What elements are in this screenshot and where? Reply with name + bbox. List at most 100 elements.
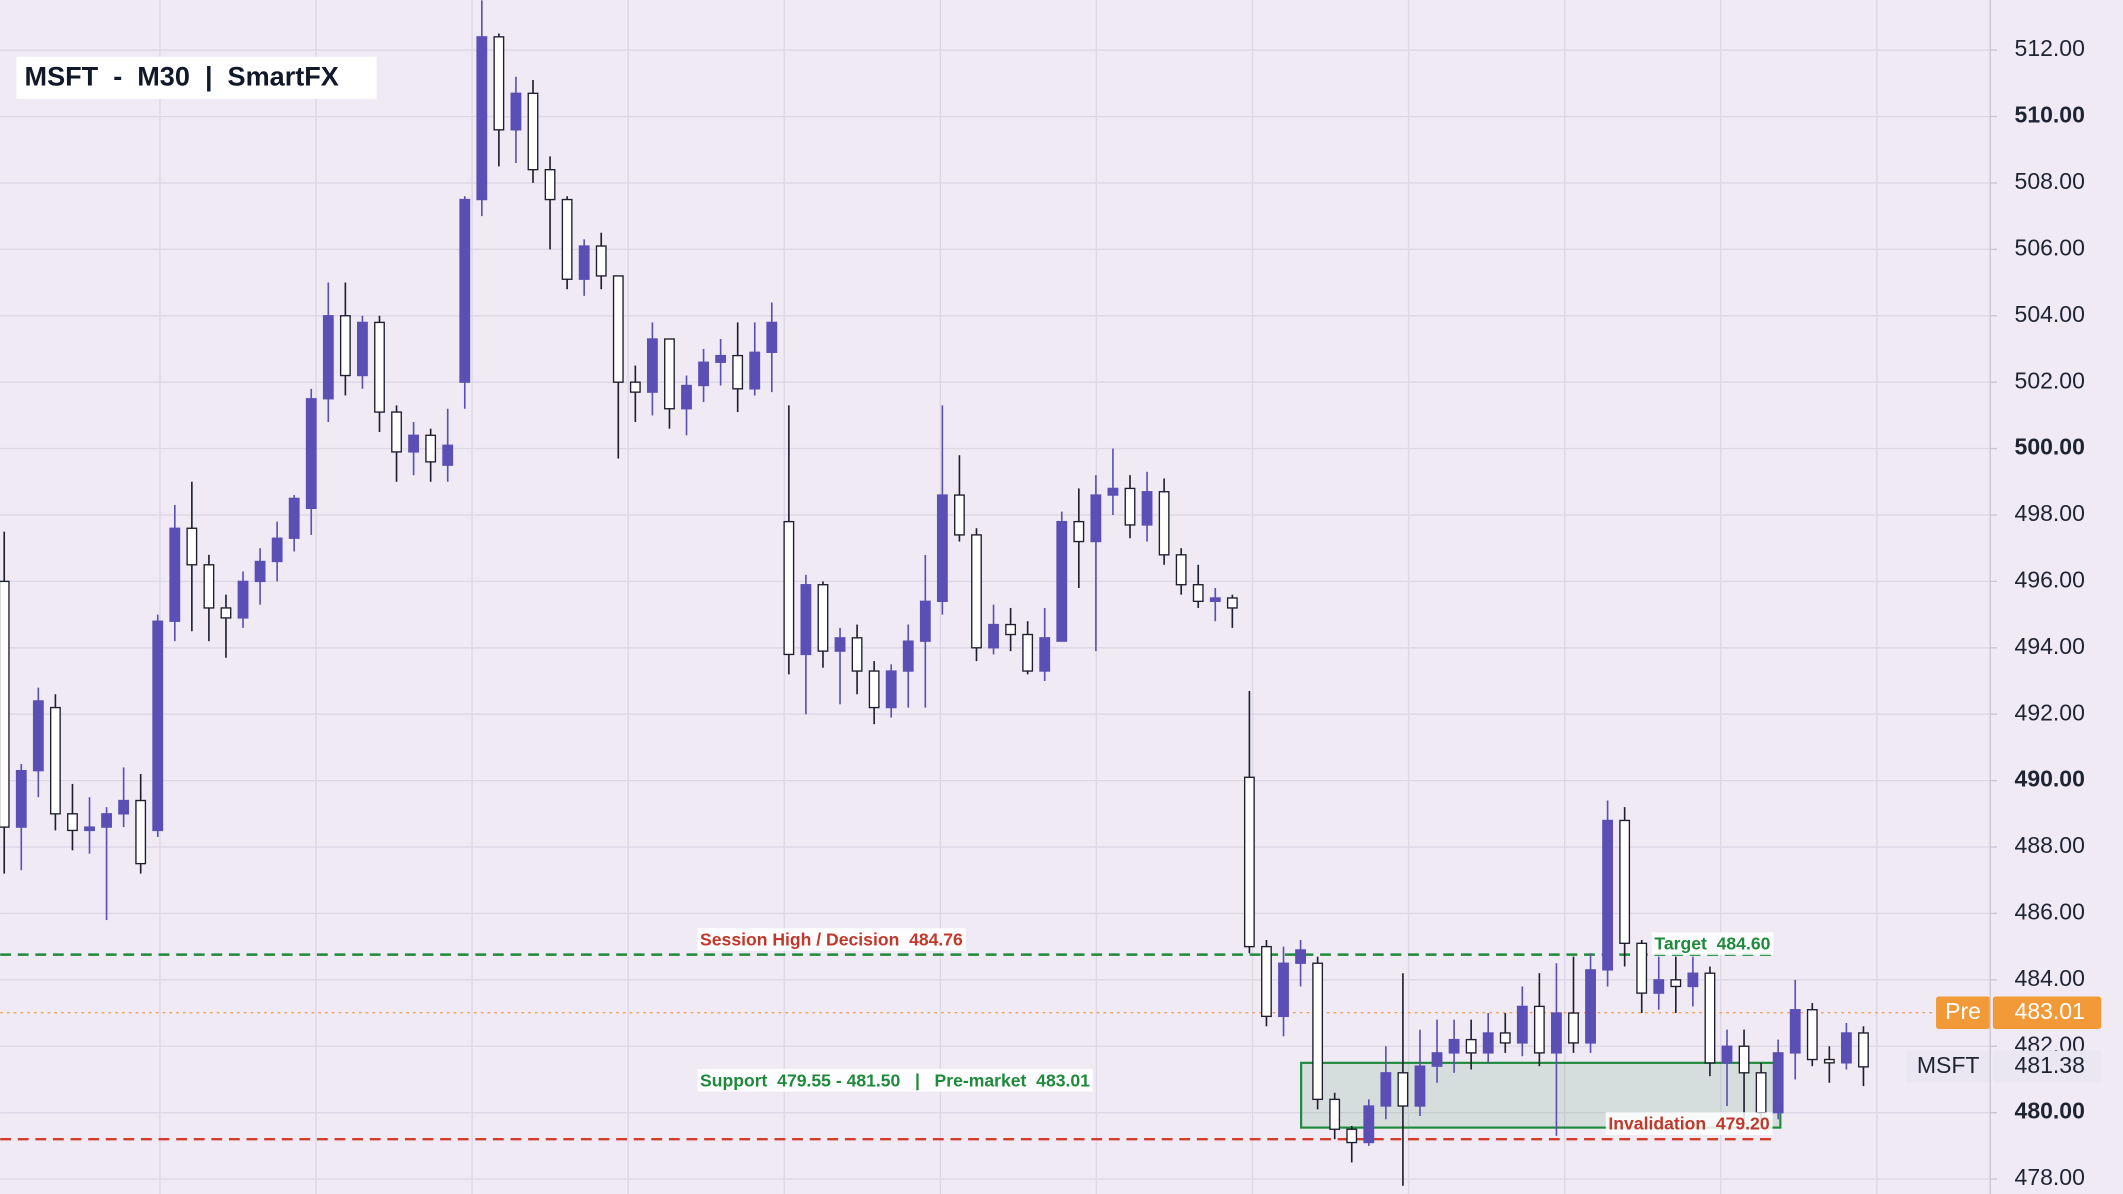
candle-body [1721, 1045, 1733, 1064]
candle-body [629, 381, 641, 393]
candle-body [681, 384, 692, 410]
annotation-background [697, 928, 966, 951]
annotation-background [1651, 932, 1774, 955]
y-tick-label: 506.00 [2015, 234, 2085, 260]
candle-body [1840, 1032, 1852, 1064]
candle-body [1431, 1052, 1443, 1067]
annotation: Invalidation 479.20 [1608, 1114, 1769, 1134]
candle-body [0, 580, 10, 828]
annotation-background [1605, 1112, 1773, 1135]
candle-body [783, 520, 795, 656]
chart-title: MSFT - M30 | SmartFX [25, 61, 339, 92]
candle-body [186, 527, 198, 566]
candle-body [1687, 972, 1699, 988]
candle-body [954, 494, 965, 536]
candle-body [1772, 1052, 1784, 1114]
candle-body [1670, 979, 1682, 988]
candle-body [1175, 554, 1187, 586]
candle-body [1107, 487, 1119, 496]
candle-body [408, 434, 420, 453]
overlay: Session High / Decision 484.76 Target 484… [697, 928, 2102, 1135]
candle-body [15, 769, 27, 828]
price-badge-name: Pre [1945, 998, 1981, 1024]
y-tick-label: 510.00 [2015, 102, 2085, 128]
candle-body [203, 564, 215, 609]
candle-body [1278, 962, 1289, 1018]
y-tick-label: 478.00 [2015, 1164, 2085, 1190]
y-tick-label: 480.00 [2015, 1098, 2085, 1124]
candle-body [1363, 1105, 1375, 1144]
candle-body [1192, 584, 1204, 602]
candle-body [698, 361, 709, 387]
candle-body [1755, 1072, 1767, 1114]
candle-body [1226, 597, 1238, 609]
candle-body [527, 92, 539, 171]
candle-body [101, 813, 112, 828]
candle-body [1858, 1032, 1869, 1068]
candle-body [1602, 819, 1614, 971]
candle-body [1516, 1005, 1528, 1044]
candle-body [220, 607, 232, 619]
candle-body [1414, 1065, 1426, 1107]
candle-body [1022, 633, 1034, 672]
candle-body [561, 198, 573, 280]
candle-body [817, 584, 829, 652]
candle-body [1056, 520, 1068, 642]
price-badge-name: MSFT [1917, 1052, 1980, 1078]
candle-body [1653, 979, 1665, 994]
title-background [16, 56, 377, 99]
candle-body [1039, 637, 1051, 672]
candle-body [425, 434, 437, 463]
price-badge [1992, 996, 2102, 1029]
candle-body [1124, 487, 1136, 526]
candle-body [1312, 962, 1324, 1101]
candle-body [1533, 1005, 1545, 1054]
price-badge-name-bg [1906, 1050, 1991, 1084]
candle-body [1346, 1128, 1358, 1144]
candle-body [1158, 491, 1170, 556]
y-tick-label: 508.00 [2015, 168, 2085, 194]
y-tick-label: 498.00 [2015, 500, 2085, 526]
candle-body [868, 670, 880, 709]
candle-body [1704, 972, 1716, 1064]
candle-body [936, 494, 948, 602]
candle-body [510, 92, 522, 131]
candle-body [1465, 1038, 1477, 1054]
candle-body [1806, 1009, 1818, 1061]
candle-body [1551, 1012, 1562, 1054]
y-tick-label: 486.00 [2015, 899, 2085, 925]
annotation: Target 484.60 [1654, 934, 1770, 954]
candle-body [851, 637, 863, 672]
candle-body [971, 534, 982, 649]
candle-body [305, 398, 317, 510]
candle-body [766, 321, 778, 353]
y-tick-label: 504.00 [2015, 301, 2085, 327]
candle-body [271, 537, 283, 563]
candle-body [374, 321, 385, 413]
y-tick-label: 500.00 [2015, 434, 2085, 460]
candle-body [169, 527, 181, 622]
candle-body [391, 411, 402, 453]
candle-body [885, 670, 897, 709]
candle-body [988, 623, 999, 649]
candle-body [595, 245, 607, 277]
candle-body [67, 813, 78, 832]
candle-body [834, 637, 846, 652]
candle-body [357, 321, 368, 377]
candle-body [1090, 494, 1102, 543]
annotation-background [697, 1068, 1093, 1092]
candle-body [1261, 945, 1272, 1018]
candle-body [476, 36, 488, 201]
candle-body [339, 315, 351, 377]
candle-body [1329, 1098, 1341, 1130]
candle-body [902, 640, 914, 672]
candle-body [1073, 520, 1085, 543]
plot [0, 0, 1937, 1186]
candle-body [1568, 1012, 1579, 1044]
candle-body [288, 497, 300, 539]
candle-body [118, 799, 130, 815]
candle-body [578, 245, 590, 280]
price-badge-name-bg [1936, 996, 1991, 1029]
candle-body [919, 600, 931, 642]
candle-body [800, 584, 812, 656]
